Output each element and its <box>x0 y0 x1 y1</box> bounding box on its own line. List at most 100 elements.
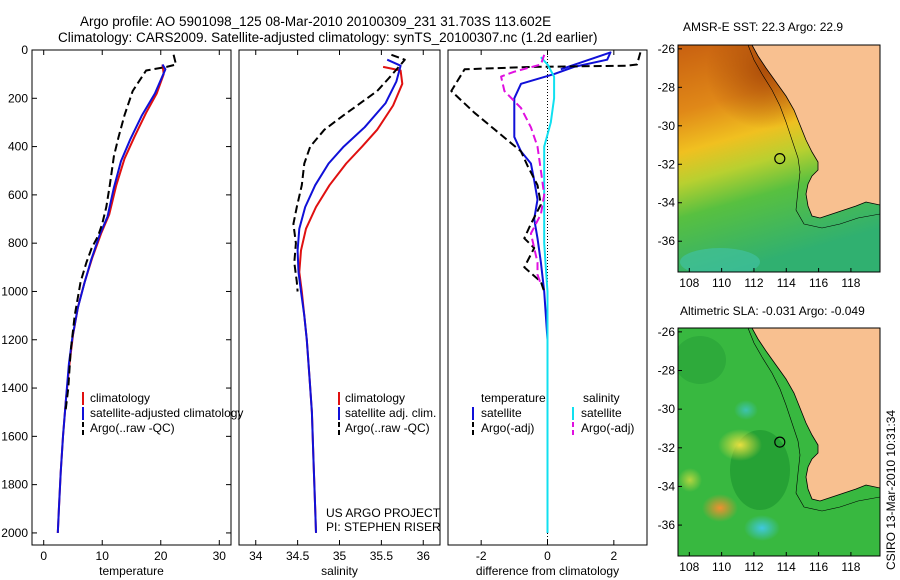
legend-label-satellite: satellite-adjusted climatology <box>90 406 243 420</box>
map-y-tick-label: -34 <box>658 196 676 210</box>
x-tick-label: -2 <box>476 549 487 563</box>
map-y-tick-label: -36 <box>658 234 676 248</box>
sla-isobath <box>747 328 880 512</box>
legend-label-climatology: climatology <box>345 391 405 405</box>
y-tick-label: 200 <box>8 91 28 105</box>
map-y-tick-label: -30 <box>658 119 676 133</box>
y-tick-label: 1600 <box>1 429 28 443</box>
sla-float-marker <box>774 436 786 448</box>
y-tick-label: 1800 <box>1 478 28 492</box>
legend-label-temp-satellite: satellite <box>481 406 522 420</box>
series-line-argo-raw-qc- <box>292 53 406 292</box>
x-axis-label: difference from climatology <box>476 564 619 578</box>
y-tick-label: 1000 <box>1 284 28 298</box>
series-line-argo-adj- <box>450 52 642 292</box>
sla-blue-patch <box>744 515 780 541</box>
credit-line-2: PI: STEPHEN RISER <box>326 520 441 534</box>
x-axis-label: salinity <box>321 564 358 578</box>
legend-label-climatology: climatology <box>90 391 150 405</box>
map-x-tick-label: 112 <box>744 276 763 290</box>
legend-label-satellite: satellite adj. clim. <box>345 406 436 420</box>
map-y-tick-label: -28 <box>658 364 676 378</box>
temperature-axes-frame <box>31 49 232 546</box>
x-tick-label: 20 <box>154 549 168 563</box>
map-y-tick-label: -28 <box>658 80 676 94</box>
series-line-argo-raw-qc- <box>64 54 177 413</box>
sla-yellow-patch-2 <box>678 468 702 492</box>
sla-map: Altimetric SLA: -0.031 Argo: -0.049 108 1… <box>658 304 881 574</box>
legend-label-sal-argo: Argo(-adj) <box>581 421 634 435</box>
sst-isobath <box>747 45 880 229</box>
sst-map-frame <box>677 44 881 273</box>
x-tick-label: 0 <box>544 549 551 563</box>
sst-map-title: AMSR-E SST: 22.3 Argo: 22.9 <box>683 20 843 34</box>
x-tick-label: 10 <box>96 549 110 563</box>
sla-coastline <box>751 328 880 502</box>
sla-land <box>752 328 880 501</box>
x-tick-label: 30 <box>213 549 227 563</box>
map-y-tick-label: -26 <box>658 325 676 339</box>
series-line-satellite-adj-clim- <box>296 58 402 533</box>
map-x-tick-label: 118 <box>841 276 860 290</box>
legend-label-argo: Argo(..raw -QC) <box>345 421 430 435</box>
sla-yellow-patch <box>718 429 762 461</box>
temperature-legend: climatology satellite-adjusted climatolo… <box>82 391 243 435</box>
map-y-tick-label: -36 <box>658 518 676 532</box>
side-timestamp: CSIRO 13-Mar-2010 10:31:34 <box>884 410 898 570</box>
legend-header-salinity: salinity <box>583 391 620 405</box>
map-x-tick-label: 110 <box>712 276 731 290</box>
salinity-axes-frame <box>238 49 441 546</box>
y-tick-label: 600 <box>8 188 28 202</box>
legend-label-argo: Argo(..raw -QC) <box>90 421 175 435</box>
header-line-2: Climatology: CARS2009. Satellite-adjuste… <box>58 30 598 45</box>
sla-map-title: Altimetric SLA: -0.031 Argo: -0.049 <box>680 304 865 318</box>
y-tick-label: 0 <box>21 43 28 57</box>
map-x-tick-label: 116 <box>809 276 828 290</box>
series-line-satellite-adjusted-climatology <box>56 63 167 533</box>
credit-line-1: US ARGO PROJECT <box>326 506 441 520</box>
sst-cool-patch <box>680 248 760 272</box>
sst-coastline <box>751 45 880 219</box>
map-x-tick-label: 118 <box>841 560 860 574</box>
sst-land <box>752 45 880 218</box>
x-axis-label: temperature <box>99 564 164 578</box>
map-y-tick-label: -32 <box>658 157 676 171</box>
sst-float-marker <box>774 153 786 165</box>
x-tick-label: 34 <box>249 549 263 563</box>
sla-orange-patch <box>702 494 738 522</box>
x-tick-label: 35.5 <box>370 549 394 563</box>
legend-label-sal-satellite: satellite <box>581 406 622 420</box>
temperature-panel: 0 10 20 30 0 200 400 600 800 1000 1200 1400 1600 1800… <box>1 43 232 578</box>
map-x-tick-label: 114 <box>777 276 796 290</box>
map-x-tick-label: 116 <box>809 560 828 574</box>
salinity-legend: climatology satellite adj. clim. Argo(..… <box>338 391 436 435</box>
map-y-tick-label: -30 <box>658 402 676 416</box>
header-line-1: Argo profile: AO 5901098_125 08-Mar-2010… <box>80 14 551 29</box>
series-line-satellite <box>513 51 612 533</box>
map-y-tick-label: -34 <box>658 479 676 493</box>
y-tick-label: 1400 <box>1 381 28 395</box>
x-tick-label: 36 <box>417 549 431 563</box>
sla-dark-patch-2 <box>678 336 726 384</box>
sla-blue-patch-2 <box>734 400 758 420</box>
sst-map: AMSR-E SST: 22.3 Argo: 22.9 108 110 112 114… <box>658 20 881 290</box>
y-tick-label: 1200 <box>1 333 28 347</box>
map-x-tick-label: 108 <box>679 560 699 574</box>
map-x-tick-label: 108 <box>679 276 699 290</box>
x-tick-label: 2 <box>610 549 617 563</box>
map-y-tick-label: -26 <box>658 42 676 56</box>
legend-header-temperature: temperature <box>481 391 546 405</box>
y-tick-label: 800 <box>8 236 28 250</box>
x-tick-label: 34.5 <box>286 549 310 563</box>
x-tick-label: 0 <box>40 549 47 563</box>
x-tick-label: 35 <box>333 549 347 563</box>
map-x-tick-label: 112 <box>744 560 763 574</box>
y-tick-label: 400 <box>8 140 28 154</box>
map-x-tick-label: 114 <box>777 560 796 574</box>
salinity-panel: 34 34.5 35 35.5 36 salinity <box>238 49 441 578</box>
series-line-argo-adj- <box>500 54 546 285</box>
sla-map-frame <box>677 327 881 557</box>
map-x-tick-label: 110 <box>712 560 731 574</box>
